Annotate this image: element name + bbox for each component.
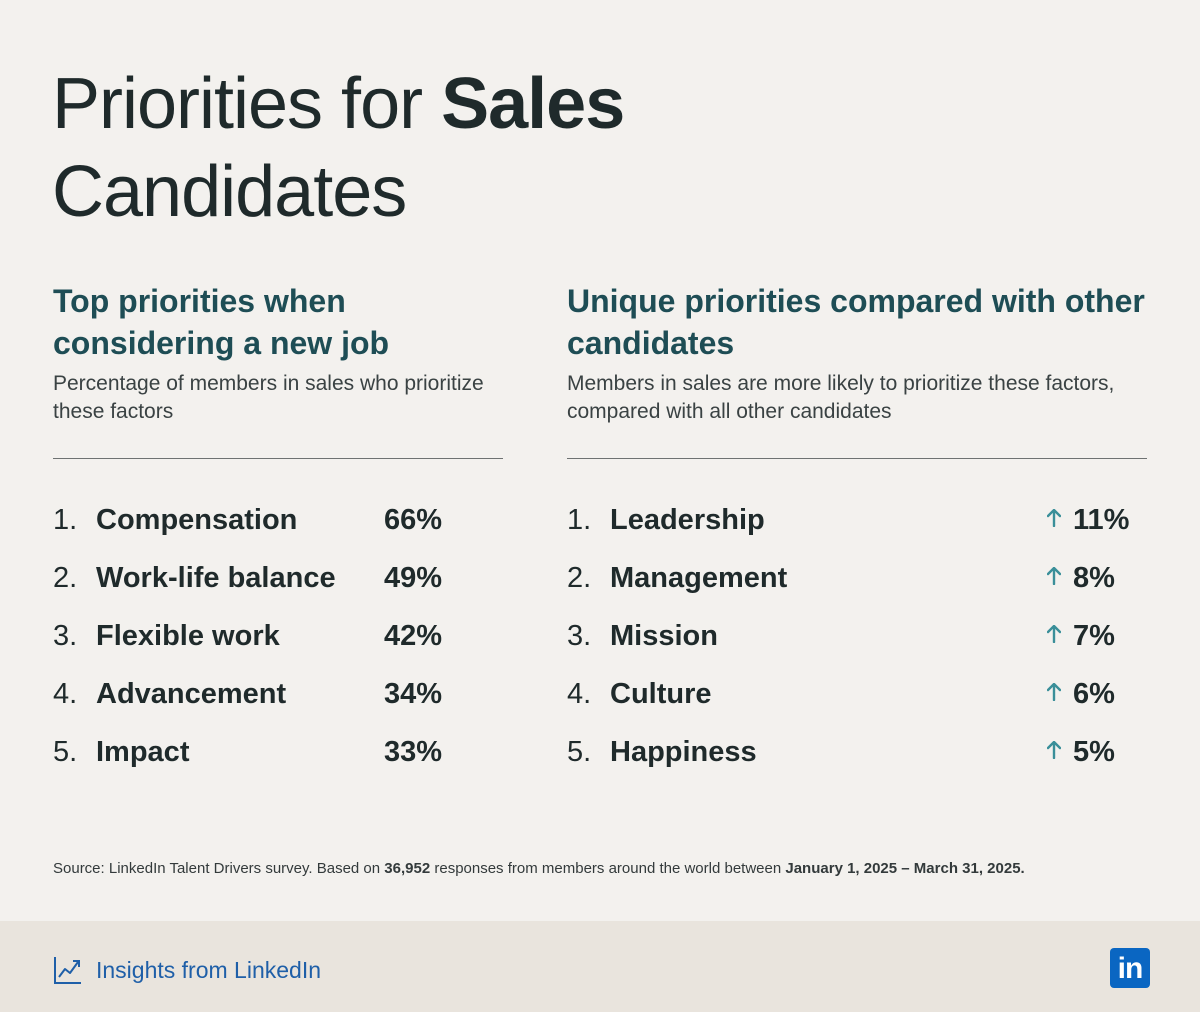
footer-bar: Insights from LinkedIn in	[0, 921, 1200, 1012]
title-part3: Candidates	[52, 152, 407, 232]
source-note: Source: LinkedIn Talent Drivers survey. …	[53, 860, 1025, 877]
source-count: 36,952	[384, 860, 431, 877]
top-priorities-heading: Top priorities when considering a new jo…	[53, 280, 503, 366]
item-label: Mission	[610, 620, 718, 652]
arrow-up-icon	[1047, 509, 1061, 527]
item-value-wrap: 8%	[1047, 558, 1115, 598]
item-label: Impact	[96, 736, 190, 768]
brand-text: Insights from LinkedIn	[96, 956, 322, 983]
item-number: 5.	[567, 736, 592, 768]
arrow-up-icon	[1047, 567, 1061, 585]
item-value-wrap: 5%	[1047, 732, 1115, 772]
trend-chart-icon	[54, 957, 81, 984]
list-item: 2. Work-life balance 49%	[53, 558, 503, 616]
item-value-wrap: 11%	[1047, 500, 1129, 540]
item-value: 6%	[1073, 678, 1115, 710]
item-value: 34%	[384, 678, 443, 710]
page-title: Priorities for Sales Candidates	[52, 60, 1052, 236]
list-item: 5. Happiness 5%	[567, 732, 1147, 790]
item-number: 5.	[53, 736, 78, 768]
item-value: 8%	[1073, 562, 1115, 594]
unique-priorities-list: 1. Leadership 11% 2. Management 8% 3. Mission…	[567, 500, 1147, 790]
item-value-wrap: 6%	[1047, 674, 1115, 714]
source-middle: responses from members around the world …	[430, 860, 786, 877]
item-value: 49%	[384, 562, 443, 594]
list-item: 4. Advancement 34%	[53, 674, 503, 732]
item-value: 42%	[384, 620, 443, 652]
item-value: 66%	[384, 504, 443, 536]
list-item: 1. Compensation 66%	[53, 500, 503, 558]
item-label: Leadership	[610, 504, 765, 536]
source-prefix: Source: LinkedIn Talent Drivers survey. …	[53, 860, 385, 877]
arrow-up-icon	[1047, 741, 1061, 759]
title-part1: Priorities for	[52, 64, 442, 144]
arrow-up-icon	[1047, 625, 1061, 643]
list-item: 3. Mission 7%	[567, 616, 1147, 674]
item-value-wrap: 7%	[1047, 616, 1115, 656]
top-priorities-list: 1. Compensation 66% 2. Work-life balance 49%…	[53, 500, 503, 790]
item-number: 1.	[53, 504, 78, 536]
item-label: Happiness	[610, 736, 757, 768]
list-item: 1. Leadership 11%	[567, 500, 1147, 558]
item-number: 3.	[567, 620, 592, 652]
item-value: 11%	[1073, 504, 1130, 536]
unique-priorities-section: Unique priorities compared with other ca…	[567, 280, 1147, 768]
unique-priorities-heading: Unique priorities compared with other ca…	[567, 280, 1147, 366]
list-item: 4. Culture 6%	[567, 674, 1147, 732]
unique-priorities-subtitle: Members in sales are more likely to prio…	[567, 372, 1115, 423]
item-label: Flexible work	[96, 620, 280, 652]
item-number: 2.	[53, 562, 78, 594]
title-part2: Sales	[441, 64, 625, 144]
list-item: 3. Flexible work 42%	[53, 616, 503, 674]
unique-priorities-heading-rest: compared with other candidates	[567, 283, 1145, 361]
item-label: Work-life balance	[96, 562, 336, 594]
item-number: 2.	[567, 562, 592, 594]
unique-priorities-heading-bold: Unique priorities	[567, 283, 822, 319]
item-number: 1.	[567, 504, 592, 536]
item-value: 33%	[384, 736, 443, 768]
list-item: 2. Management 8%	[567, 558, 1147, 616]
item-number: 4.	[53, 678, 78, 710]
item-label: Compensation	[96, 504, 298, 536]
linkedin-logo-icon[interactable]: in	[1110, 948, 1150, 988]
item-label: Advancement	[96, 678, 287, 710]
unique-priorities-divider	[567, 458, 1147, 459]
item-value: 7%	[1073, 620, 1115, 652]
arrow-up-icon	[1047, 683, 1061, 701]
top-priorities-divider	[53, 458, 503, 459]
top-priorities-subtitle: Percentage of members in sales who prior…	[53, 372, 484, 423]
top-priorities-heading-rest: when considering a new job	[53, 283, 390, 361]
item-number: 4.	[567, 678, 592, 710]
top-priorities-heading-bold: Top priorities	[53, 283, 256, 319]
brand-link[interactable]: Insights from LinkedIn	[53, 955, 321, 985]
top-priorities-section: Top priorities when considering a new jo…	[53, 280, 503, 768]
item-value: 5%	[1073, 736, 1115, 768]
source-dates: January 1, 2025 – March 31, 2025.	[785, 860, 1025, 877]
list-item: 5. Impact 33%	[53, 732, 503, 790]
item-label: Management	[610, 562, 788, 594]
item-label: Culture	[610, 678, 712, 710]
item-number: 3.	[53, 620, 78, 652]
